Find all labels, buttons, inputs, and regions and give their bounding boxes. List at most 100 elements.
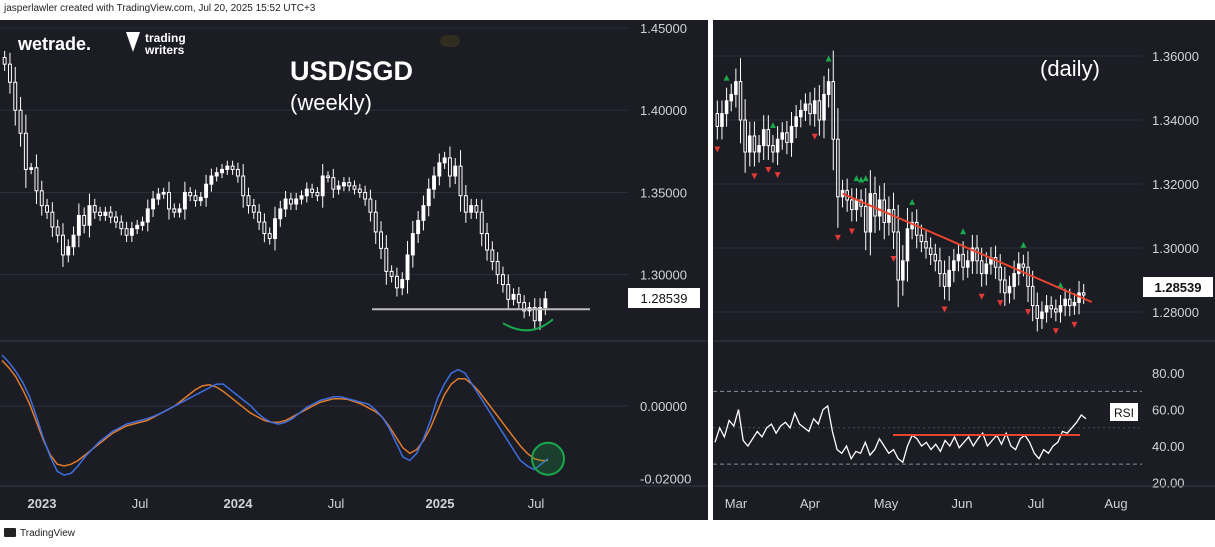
swing-low-marker [1052,328,1059,335]
weekly-y-tick: 1.45000 [640,21,687,36]
swing-high-marker [723,74,730,81]
daily-candle [1003,279,1007,294]
daily-candle [1067,298,1072,307]
daily-candle [1021,263,1026,268]
daily-x-tick: Mar [725,496,748,511]
weekly-candle [352,185,357,190]
weekly-candle [331,177,336,190]
swing-high-marker [858,176,865,183]
weekly-title: USD/SGD [290,56,413,86]
weekly-candle [156,193,161,200]
daily-candle [738,81,743,121]
daily-candle [891,209,896,233]
weekly-candle [479,211,484,235]
swing-high-marker [909,198,916,205]
daily-candle [1044,305,1049,313]
weekly-candle [326,175,330,179]
rsi-label-box: RSI [1110,403,1138,421]
weekly-candle [336,185,341,190]
daily-x-tick: Jun [952,496,973,511]
daily-candle [938,260,942,275]
svg-text:1.28539: 1.28539 [1155,280,1202,295]
weekly-candles [2,50,548,331]
weekly-candle [357,188,362,193]
weekly-candle [55,226,60,236]
weekly-candle [34,167,39,192]
weekly-candle [225,165,230,170]
weekly-candle [18,109,23,134]
weekly-candle [140,221,145,226]
watermark-spot [440,35,460,47]
weekly-candle [92,205,97,213]
daily-candle [808,103,812,115]
weekly-candle [373,211,378,233]
weekly-candle [384,247,389,272]
daily-candle [914,221,919,236]
daily-y-tick: 1.28000 [1152,305,1199,320]
daily-candle [1035,305,1040,319]
daily-candles [715,50,1086,332]
daily-candle [724,100,729,115]
daily-candle [803,103,808,111]
svg-text:RSI: RSI [1114,406,1134,420]
daily-candle [799,109,803,118]
daily-candle [761,129,766,147]
weekly-candle [283,198,288,210]
weekly-candle [463,195,468,213]
daily-candle [826,81,831,95]
weekly-indicator-y-axis: 0.00000 -0.02000 [640,399,691,487]
weekly-candle [516,293,521,304]
weekly-candle [389,270,394,277]
daily-last-price-label: 1.28539 [1143,277,1213,297]
daily-candle [1054,308,1058,313]
daily-candle [1040,311,1044,319]
weekly-candle [506,284,511,300]
daily-candle [952,260,956,271]
daily-candle [956,253,961,262]
weekly-candle [310,188,315,193]
daily-candle [812,100,817,115]
weekly-candle [405,254,410,281]
weekly-candle [151,198,156,210]
weekly-candle [103,211,108,216]
daily-y-tick: 1.32000 [1152,177,1199,192]
trading-writers-logo: trading writers [126,31,186,57]
weekly-candle [50,211,55,228]
weekly-candle [246,195,251,207]
weekly-candle [368,198,373,213]
rsi-y-tick: 20.00 [1152,475,1185,490]
weekly-candle [294,198,299,205]
daily-candle [947,269,951,287]
daily-candle [822,93,826,121]
daily-candle [984,263,989,275]
weekly-indicator [0,340,708,476]
swing-high-marker [769,122,776,129]
weekly-candle [432,175,436,190]
weekly-last-price-label: 1.28539 [628,288,700,308]
daily-candle [1072,301,1077,307]
daily-candle [715,113,720,127]
daily-candle [975,247,979,262]
weekly-candle [220,168,224,174]
weekly-candle [108,211,113,218]
daily-candle [720,113,724,127]
weekly-candle [543,298,548,309]
daily-candle [836,138,840,198]
daily-x-tick: Apr [800,496,821,511]
weekly-y-tick: 1.30000 [640,268,687,283]
swing-low-marker [1071,321,1078,328]
weekly-x-axis: 2023 Jul 2024 Jul 2025 Jul [0,485,708,511]
daily-candle [863,205,868,233]
swing-high-marker [1020,241,1027,248]
daily-candle [780,132,785,140]
weekly-candle [161,191,166,195]
swing-low-marker [811,133,818,140]
weekly-candle [124,228,129,236]
daily-candle [998,266,1002,281]
swing-high-marker [853,175,860,182]
swing-low-marker [751,173,758,180]
weekly-x-tick: Jul [328,496,345,511]
daily-candle [817,100,822,121]
weekly-x-tick: 2023 [28,496,57,511]
